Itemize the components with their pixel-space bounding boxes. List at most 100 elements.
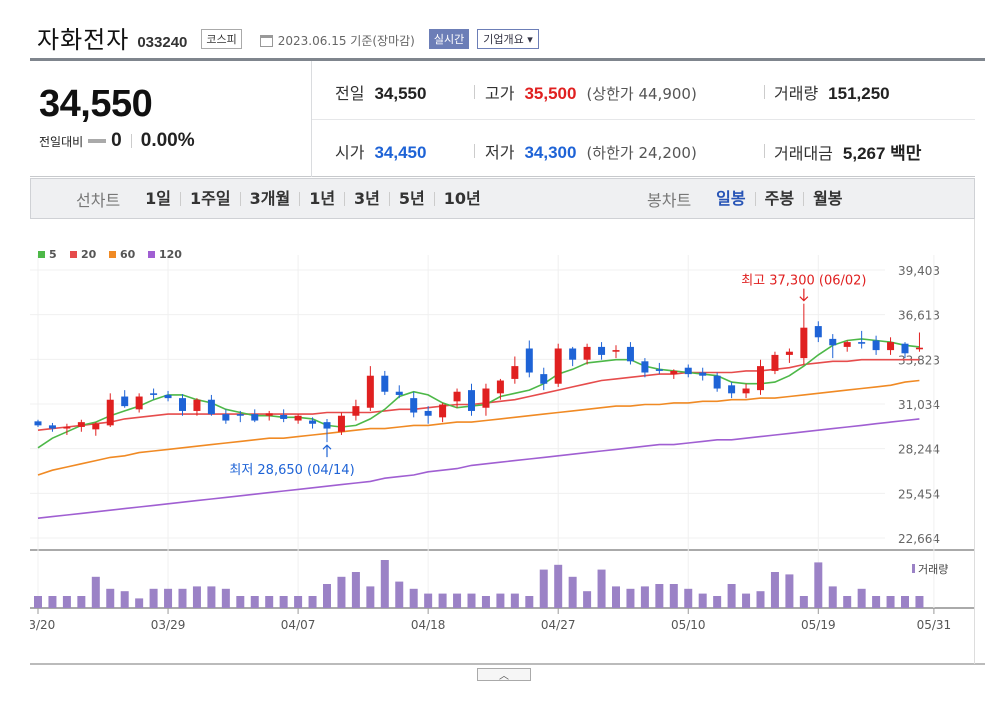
low-arrow [322, 444, 332, 458]
prev-close-cell: 전일 34,550 [335, 80, 426, 104]
volume-bar [828, 586, 837, 608]
volume-bar [612, 586, 620, 608]
volume-bar [698, 593, 707, 608]
volume-bar [308, 596, 317, 608]
turnover-value: 5,267 백만 [842, 144, 922, 163]
legend-label: 20 [81, 248, 97, 261]
x-tick-label: 04/27 [541, 618, 576, 632]
legend-label: 120 [159, 248, 182, 261]
candle-body [915, 347, 923, 350]
volume-cell: 거래량 151,250 [774, 80, 890, 104]
volume-bar [395, 581, 404, 608]
candle-body [670, 370, 678, 375]
y-tick-label: 22,664 [898, 532, 940, 546]
volume-bar [265, 596, 274, 608]
period-1w[interactable]: 1주일 [180, 190, 240, 206]
volume-bar [799, 596, 808, 608]
volume-bar [149, 588, 158, 608]
candle-body [583, 346, 591, 360]
candle-body [785, 351, 793, 355]
candle-body [309, 420, 317, 424]
volume-bar [221, 588, 230, 608]
candle-body [34, 421, 42, 426]
candle-body [92, 423, 100, 430]
candle-body [482, 388, 490, 408]
calendar-icon [259, 34, 273, 47]
candle-chart-label: 봉차트 [647, 190, 692, 210]
volume-bar [236, 596, 245, 608]
candle-monthly[interactable]: 월봉 [803, 190, 851, 206]
y-tick-label: 28,244 [898, 443, 940, 457]
line-chart-label: 선차트 [76, 190, 121, 210]
volume-bar [34, 596, 42, 608]
period-bar: 선차트 1일 1주일 3개월 1년 3년 5년 10년 봉차트 일봉 주봉 월봉 [30, 178, 975, 219]
legend-swatch [70, 251, 77, 258]
candle-weekly[interactable]: 주봉 [754, 190, 803, 206]
volume-bar [91, 576, 100, 608]
volume-legend-label: 거래량 [918, 563, 948, 576]
candle-body [713, 375, 721, 389]
candle-daily[interactable]: 일봉 [716, 188, 746, 208]
candlestick-chart-svg: 39,40336,61333,82331,03428,24425,45422,6… [21, 219, 985, 665]
volume-bar [106, 588, 115, 608]
high-value: 35,500 [524, 84, 577, 103]
turnover-cell: 거래대금 5,267 백만 [774, 139, 921, 164]
candle-body [771, 354, 779, 371]
candle-body [251, 414, 259, 421]
open-cell: 시가 34,450 [335, 139, 426, 163]
high-annotation: 최고 37,300 (06/02) [741, 274, 866, 289]
legend-label: 5 [49, 248, 57, 261]
volume-bar [814, 562, 823, 608]
legend-swatch [148, 251, 155, 258]
candle-body [48, 425, 56, 429]
candle-body [280, 414, 288, 419]
open-value: 34,450 [374, 143, 427, 162]
date-basis: 2023.06.15 기준(장마감) [259, 32, 415, 49]
period-1y[interactable]: 1년 [299, 190, 344, 206]
company-overview-dropdown[interactable]: 기업개요 ▾ [477, 29, 539, 49]
volume-bar [481, 596, 490, 608]
period-10y[interactable]: 10년 [433, 190, 490, 206]
candle-body [598, 346, 606, 355]
volume-label: 거래량 [774, 84, 819, 103]
candle-body [728, 385, 736, 394]
volume-bar [727, 584, 736, 608]
prev-close-value: 34,550 [374, 84, 427, 103]
candle-body [626, 346, 634, 362]
candle-body [872, 340, 880, 351]
candle-body [829, 338, 837, 346]
x-tick-label: 03/29 [151, 618, 186, 632]
volume-bar [409, 588, 418, 608]
volume-bar [655, 584, 664, 608]
realtime-button[interactable]: 실시간 [428, 29, 470, 49]
volume-bar [351, 572, 360, 608]
volume-bar [467, 593, 476, 608]
period-3m[interactable]: 3개월 [239, 190, 300, 206]
volume-bar [901, 596, 909, 608]
volume-bar [77, 596, 86, 608]
candle-body [742, 388, 750, 394]
stock-name: 자화전자 [37, 26, 130, 54]
volume-bar [713, 596, 722, 608]
period-5y[interactable]: 5년 [388, 190, 434, 206]
volume-bar [380, 560, 389, 608]
volume-bar [857, 588, 866, 608]
candle-body [106, 399, 114, 426]
volume-bar [438, 593, 447, 608]
upper-limit: (상한가 44,900) [586, 85, 697, 103]
candle-body [381, 375, 389, 392]
collapse-chart-button[interactable]: ︿ [477, 668, 531, 682]
change-value: 0 [111, 130, 122, 151]
stock-chart: 39,403 36,613 33,823 31,034 28,244 25,454 22,6… [21, 219, 985, 702]
no-change-icon [88, 139, 107, 143]
high-label: 고가 [485, 84, 515, 103]
x-tick-label: 03/20 [30, 618, 55, 632]
period-3y[interactable]: 3년 [344, 190, 389, 206]
volume-bar [135, 598, 144, 608]
volume-bar [424, 593, 433, 608]
candle-body [540, 374, 548, 384]
low-cell: 저가 34,300 (하한가 24,200) [485, 139, 697, 163]
period-1d[interactable]: 1일 [145, 188, 172, 208]
volume-legend-swatch [912, 564, 915, 573]
candle-body [858, 342, 866, 344]
